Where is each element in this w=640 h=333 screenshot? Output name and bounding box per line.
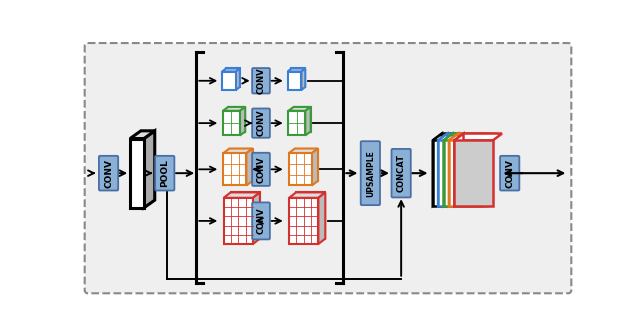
Text: CONV: CONV <box>257 110 266 137</box>
Text: CONV: CONV <box>257 207 266 234</box>
Text: CONCAT: CONCAT <box>397 154 406 192</box>
Bar <box>287 72 301 90</box>
Polygon shape <box>454 134 463 206</box>
Bar <box>433 141 471 206</box>
Text: CONV: CONV <box>257 68 266 94</box>
Polygon shape <box>444 134 452 206</box>
Polygon shape <box>449 134 497 141</box>
Polygon shape <box>240 107 245 136</box>
Bar <box>223 153 246 185</box>
Polygon shape <box>433 134 442 206</box>
Polygon shape <box>230 149 253 181</box>
Polygon shape <box>130 131 155 139</box>
Polygon shape <box>246 149 253 185</box>
FancyBboxPatch shape <box>500 156 519 190</box>
Bar <box>444 141 482 206</box>
Bar <box>130 139 144 208</box>
Polygon shape <box>228 107 245 132</box>
FancyBboxPatch shape <box>252 153 270 186</box>
Bar <box>289 111 305 136</box>
Bar <box>289 153 312 185</box>
FancyBboxPatch shape <box>361 141 380 205</box>
Bar <box>223 198 253 244</box>
Polygon shape <box>444 134 492 141</box>
Text: CONV: CONV <box>505 159 514 188</box>
Polygon shape <box>433 134 481 141</box>
Polygon shape <box>289 149 318 153</box>
FancyBboxPatch shape <box>84 43 572 293</box>
Bar <box>449 141 488 206</box>
Polygon shape <box>289 192 325 198</box>
Bar <box>222 72 236 90</box>
FancyBboxPatch shape <box>252 68 270 94</box>
Polygon shape <box>312 149 318 185</box>
Polygon shape <box>291 69 305 87</box>
Bar <box>223 111 240 136</box>
FancyBboxPatch shape <box>99 156 118 190</box>
Text: POOL: POOL <box>160 159 169 187</box>
Polygon shape <box>318 192 325 244</box>
Polygon shape <box>305 107 310 136</box>
Polygon shape <box>438 134 486 141</box>
FancyBboxPatch shape <box>392 149 411 197</box>
Polygon shape <box>236 69 240 90</box>
Polygon shape <box>295 149 318 181</box>
Polygon shape <box>222 69 240 72</box>
Text: UPSAMPLE: UPSAMPLE <box>366 150 375 196</box>
Polygon shape <box>144 131 155 208</box>
Polygon shape <box>223 192 260 198</box>
Polygon shape <box>253 192 260 244</box>
Polygon shape <box>294 107 310 132</box>
FancyBboxPatch shape <box>155 156 174 190</box>
Polygon shape <box>223 107 245 111</box>
FancyBboxPatch shape <box>252 109 270 138</box>
Polygon shape <box>449 134 458 206</box>
Polygon shape <box>223 149 253 153</box>
Polygon shape <box>296 192 325 239</box>
Polygon shape <box>454 134 502 141</box>
Polygon shape <box>226 69 240 87</box>
Text: CONV: CONV <box>104 159 113 188</box>
Text: CONV: CONV <box>257 156 266 182</box>
Polygon shape <box>438 134 447 206</box>
Bar <box>289 198 318 244</box>
Polygon shape <box>287 69 305 72</box>
Polygon shape <box>230 192 260 239</box>
Polygon shape <box>289 107 310 111</box>
FancyBboxPatch shape <box>252 202 270 239</box>
Bar <box>438 141 477 206</box>
Polygon shape <box>301 69 305 90</box>
Bar <box>454 141 493 206</box>
